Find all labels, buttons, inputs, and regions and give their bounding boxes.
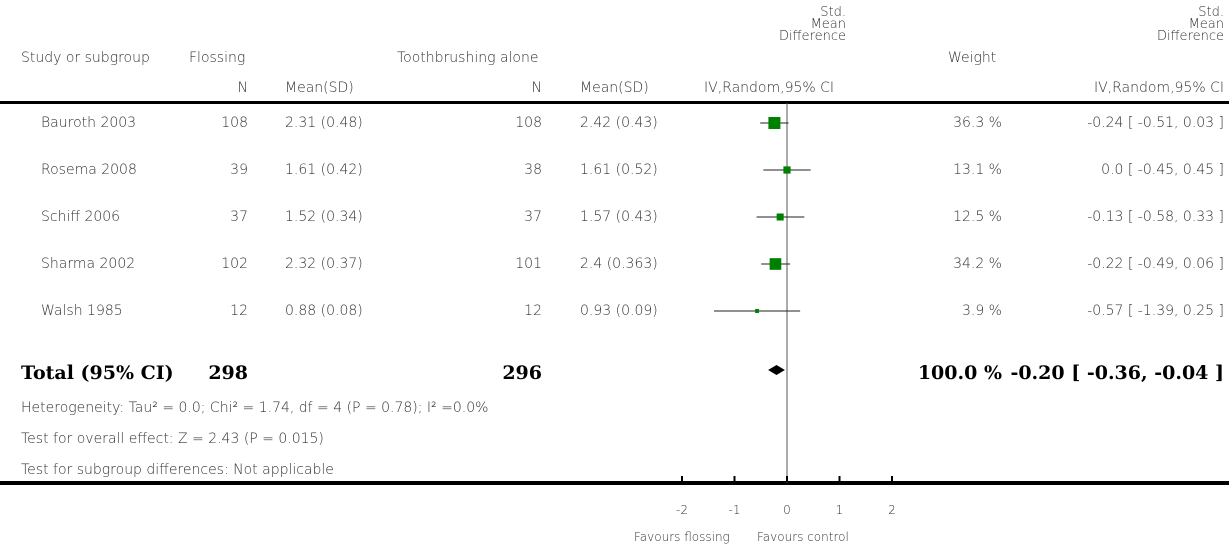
- study-mean1: 2.31 (0.48): [285, 115, 363, 131]
- study-mean1: 1.61 (0.42): [285, 162, 363, 178]
- study-ci: -0.22 [ -0.49, 0.06 ]: [1087, 256, 1224, 272]
- total-n2: 296: [502, 362, 542, 384]
- axis-tick-label: -1: [728, 503, 741, 517]
- header-n1: N: [237, 80, 248, 96]
- effect-marker: [783, 166, 791, 174]
- study-name: Walsh 1985: [41, 303, 123, 319]
- favours-left-label: Favours flossing: [634, 530, 730, 544]
- study-weight: 12.5 %: [953, 209, 1002, 225]
- study-n2: 38: [524, 162, 542, 178]
- header-smd-plot-line2: Mean: [810, 17, 846, 32]
- study-mean1: 0.88 (0.08): [285, 303, 363, 319]
- study-n2: 108: [515, 115, 542, 131]
- study-ci: -0.13 [ -0.58, 0.33 ]: [1087, 209, 1224, 225]
- favours-right-label: Favours control: [757, 530, 849, 544]
- study-name: Bauroth 2003: [41, 115, 137, 131]
- header-smd-plot: Std. Mean Difference: [730, 5, 846, 44]
- axis-tick-label: 0: [783, 503, 791, 517]
- header-smd-col-method: IV,Random,95% CI: [1093, 80, 1224, 96]
- study-name: Rosema 2008: [41, 162, 137, 178]
- study-n2: 101: [515, 256, 542, 272]
- header-toothbrushing: Toothbrushing alone: [397, 50, 539, 66]
- study-n1: 12: [230, 303, 248, 319]
- header-smd-plot-line1: Std.: [820, 5, 846, 20]
- total-diamond: [768, 365, 785, 375]
- study-n1: 102: [221, 256, 248, 272]
- header-smd-plot-line3: Difference: [778, 29, 846, 44]
- total-n1: 298: [208, 362, 248, 384]
- effect-marker: [769, 258, 782, 270]
- header-mean2: Mean(SD): [580, 80, 649, 96]
- effect-marker: [768, 117, 781, 129]
- header-rule: [0, 101, 1229, 104]
- header-weight: Weight: [948, 50, 997, 66]
- effect-marker: [776, 213, 784, 221]
- header-smd-col-line1: Std.: [1198, 5, 1224, 20]
- axis-tick-label: 2: [888, 503, 896, 517]
- study-name: Sharma 2002: [41, 256, 136, 272]
- header-flossing: Flossing: [189, 50, 246, 66]
- header-smd-col-line3: Difference: [1156, 29, 1224, 44]
- study-weight: 13.1 %: [953, 162, 1002, 178]
- header-smd-plot-method: IV,Random,95% CI: [704, 80, 835, 96]
- effect-marker: [755, 309, 760, 313]
- study-ci: 0.0 [ -0.45, 0.45 ]: [1101, 162, 1224, 178]
- footer-rule: [0, 481, 1229, 485]
- heterogeneity-note: Heterogeneity: Tau² = 0.0; Chi² = 1.74, …: [21, 400, 489, 416]
- header-smd-col: Std. Mean Difference: [1100, 5, 1224, 44]
- study-n2: 37: [524, 209, 542, 225]
- header-study: Study or subgroup: [21, 50, 150, 66]
- study-weight: 34.2 %: [953, 256, 1002, 272]
- overall-effect-note: Test for overall effect: Z = 2.43 (P = 0…: [21, 431, 324, 447]
- study-mean2: 2.4 (0.363): [580, 256, 658, 272]
- subgroup-note: Test for subgroup differences: Not appli…: [21, 462, 334, 478]
- header-mean1: Mean(SD): [285, 80, 354, 96]
- study-n1: 37: [230, 209, 248, 225]
- study-mean2: 0.93 (0.09): [580, 303, 658, 319]
- study-weight: 36.3 %: [953, 115, 1002, 131]
- study-weight: 3.9 %: [961, 303, 1002, 319]
- total-label: Total (95% CI): [21, 362, 174, 384]
- study-mean1: 2.32 (0.37): [285, 256, 363, 272]
- study-mean1: 1.52 (0.34): [285, 209, 363, 225]
- study-n2: 12: [524, 303, 542, 319]
- total-weight: 100.0 %: [917, 362, 1002, 384]
- header-n2: N: [531, 80, 542, 96]
- study-ci: -0.57 [ -1.39, 0.25 ]: [1087, 303, 1224, 319]
- study-n1: 39: [230, 162, 248, 178]
- study-ci: -0.24 [ -0.51, 0.03 ]: [1087, 115, 1224, 131]
- study-n1: 108: [221, 115, 248, 131]
- axis-tick-label: -2: [676, 503, 688, 517]
- axis-tick-label: 1: [835, 503, 844, 517]
- study-mean2: 1.57 (0.43): [580, 209, 658, 225]
- study-mean2: 2.42 (0.43): [580, 115, 658, 131]
- study-mean2: 1.61 (0.52): [580, 162, 658, 178]
- total-ci: -0.20 [ -0.36, -0.04 ]: [1010, 362, 1224, 384]
- study-name: Schiff 2006: [41, 209, 121, 225]
- header-smd-col-line2: Mean: [1188, 17, 1224, 32]
